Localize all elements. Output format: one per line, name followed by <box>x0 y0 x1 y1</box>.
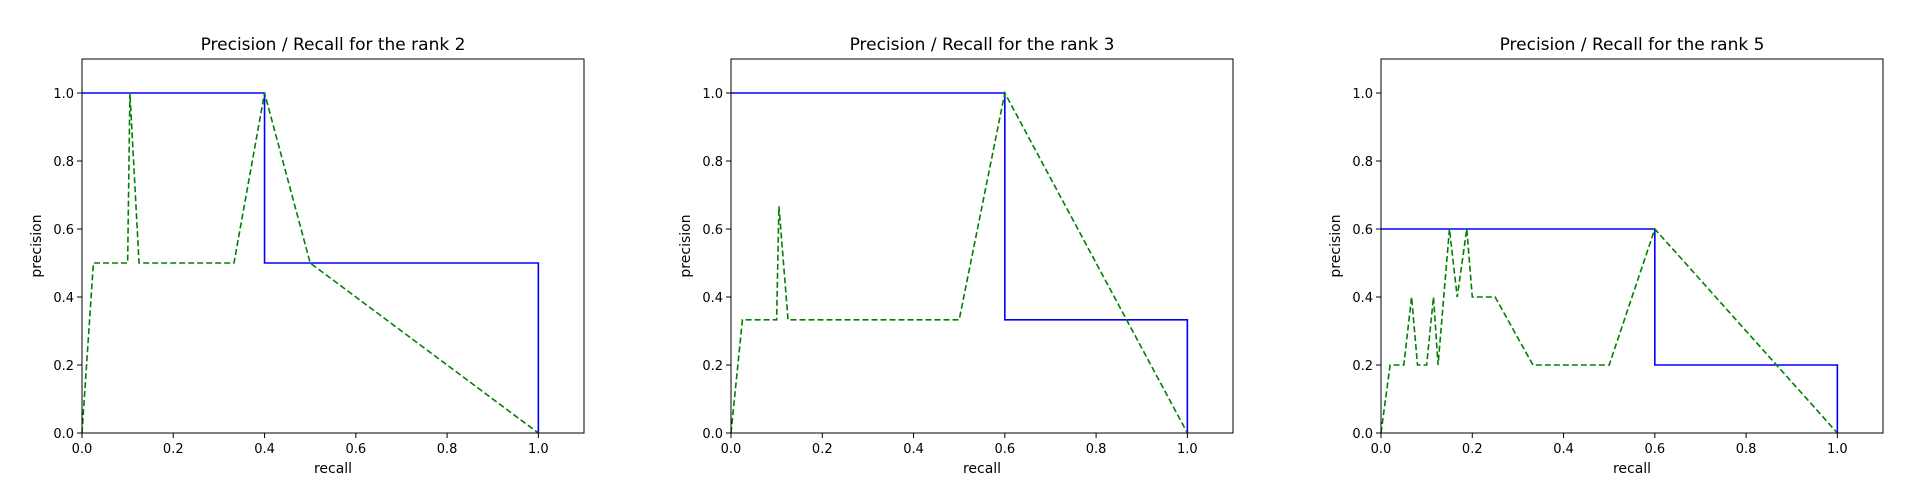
y-tick-label: 0.2 <box>53 359 74 374</box>
y-tick-label: 0.6 <box>1352 223 1373 238</box>
x-tick-label: 0.0 <box>1371 442 1392 457</box>
plot-area <box>1381 59 1883 433</box>
y-tick-label: 0.4 <box>702 291 723 306</box>
series-line-raw <box>81 92 539 434</box>
y-tick-label: 0.8 <box>1352 155 1373 170</box>
y-tick-label: 0.8 <box>53 155 74 170</box>
y-tick-label: 1.0 <box>1352 87 1373 102</box>
ticks-layer: 0.0 0.2 0.4 0.6 0.8 1.0 0.0 0.2 0.4 0.6 0.8 1.0 <box>1352 87 1847 457</box>
y-tick-label: 1.0 <box>702 87 723 102</box>
x-tick-label: 0.6 <box>994 442 1015 457</box>
plot-area <box>82 59 584 433</box>
chart-rank-2: Precision / Recall for the rank 2 0.0 0.2… <box>29 35 585 477</box>
chart-title: Precision / Recall for the rank 2 <box>201 35 466 55</box>
x-tick-label: 0.2 <box>163 442 184 457</box>
series-layer <box>81 92 540 434</box>
series-line-interpolated <box>1381 228 1839 433</box>
x-tick-label: 0.8 <box>1086 442 1107 457</box>
x-tick-label: 0.4 <box>903 442 924 457</box>
x-tick-label: 0.4 <box>254 442 275 457</box>
y-tick-label: 0.2 <box>1352 359 1373 374</box>
y-tick-label: 0.0 <box>1352 427 1373 442</box>
x-tick-label: 0.0 <box>721 442 742 457</box>
x-axis-label: recall <box>963 461 1001 477</box>
series-line-raw <box>730 90 1189 434</box>
plot-area <box>731 59 1233 433</box>
ticks-layer: 0.0 0.2 0.4 0.6 0.8 1.0 0.0 0.2 0.4 0.6 0.8 1.0 <box>53 87 548 457</box>
series-line-raw <box>1380 227 1838 434</box>
y-tick-label: 0.2 <box>702 359 723 374</box>
plot-frame <box>1380 58 1884 434</box>
x-tick-label: 0.6 <box>345 442 366 457</box>
x-tick-label: 0.6 <box>1644 442 1665 457</box>
y-tick-label: 0.6 <box>53 223 74 238</box>
x-tick-label: 0.0 <box>72 442 93 457</box>
y-axis-label: precision <box>678 214 694 277</box>
x-tick-label: 0.4 <box>1553 442 1574 457</box>
y-tick-label: 0.8 <box>702 155 723 170</box>
plot-frame <box>730 58 1234 434</box>
y-tick-label: 0.4 <box>1352 291 1373 306</box>
series-layer <box>1380 227 1839 434</box>
y-tick-label: 1.0 <box>53 87 74 102</box>
chart-title: Precision / Recall for the rank 3 <box>850 35 1115 55</box>
x-tick-label: 1.0 <box>528 442 549 457</box>
chart-rank-5: Precision / Recall for the rank 5 0.0 0.2… <box>1328 35 1884 477</box>
x-axis-label: recall <box>314 461 352 477</box>
y-tick-label: 0.0 <box>702 427 723 442</box>
x-tick-label: 0.2 <box>812 442 833 457</box>
x-axis-label: recall <box>1613 461 1651 477</box>
chart-title: Precision / Recall for the rank 5 <box>1500 35 1765 55</box>
y-axis-label: precision <box>29 214 45 277</box>
chart-rank-3: Precision / Recall for the rank 3 0.0 0.2… <box>678 35 1234 477</box>
x-tick-label: 0.2 <box>1462 442 1483 457</box>
ticks-layer: 0.0 0.2 0.4 0.6 0.8 1.0 0.0 0.2 0.4 0.6 0.8 1.0 <box>702 87 1197 457</box>
y-tick-label: 0.4 <box>53 291 74 306</box>
x-tick-label: 1.0 <box>1177 442 1198 457</box>
x-tick-label: 0.8 <box>1736 442 1757 457</box>
x-tick-label: 0.8 <box>437 442 458 457</box>
plot-frame <box>81 58 585 434</box>
y-tick-label: 0.0 <box>53 427 74 442</box>
series-line-interpolated <box>82 92 540 433</box>
y-axis-label: precision <box>1328 214 1344 277</box>
y-tick-label: 0.6 <box>702 223 723 238</box>
series-line-interpolated <box>731 92 1189 433</box>
x-tick-label: 1.0 <box>1827 442 1848 457</box>
series-layer <box>730 90 1189 434</box>
